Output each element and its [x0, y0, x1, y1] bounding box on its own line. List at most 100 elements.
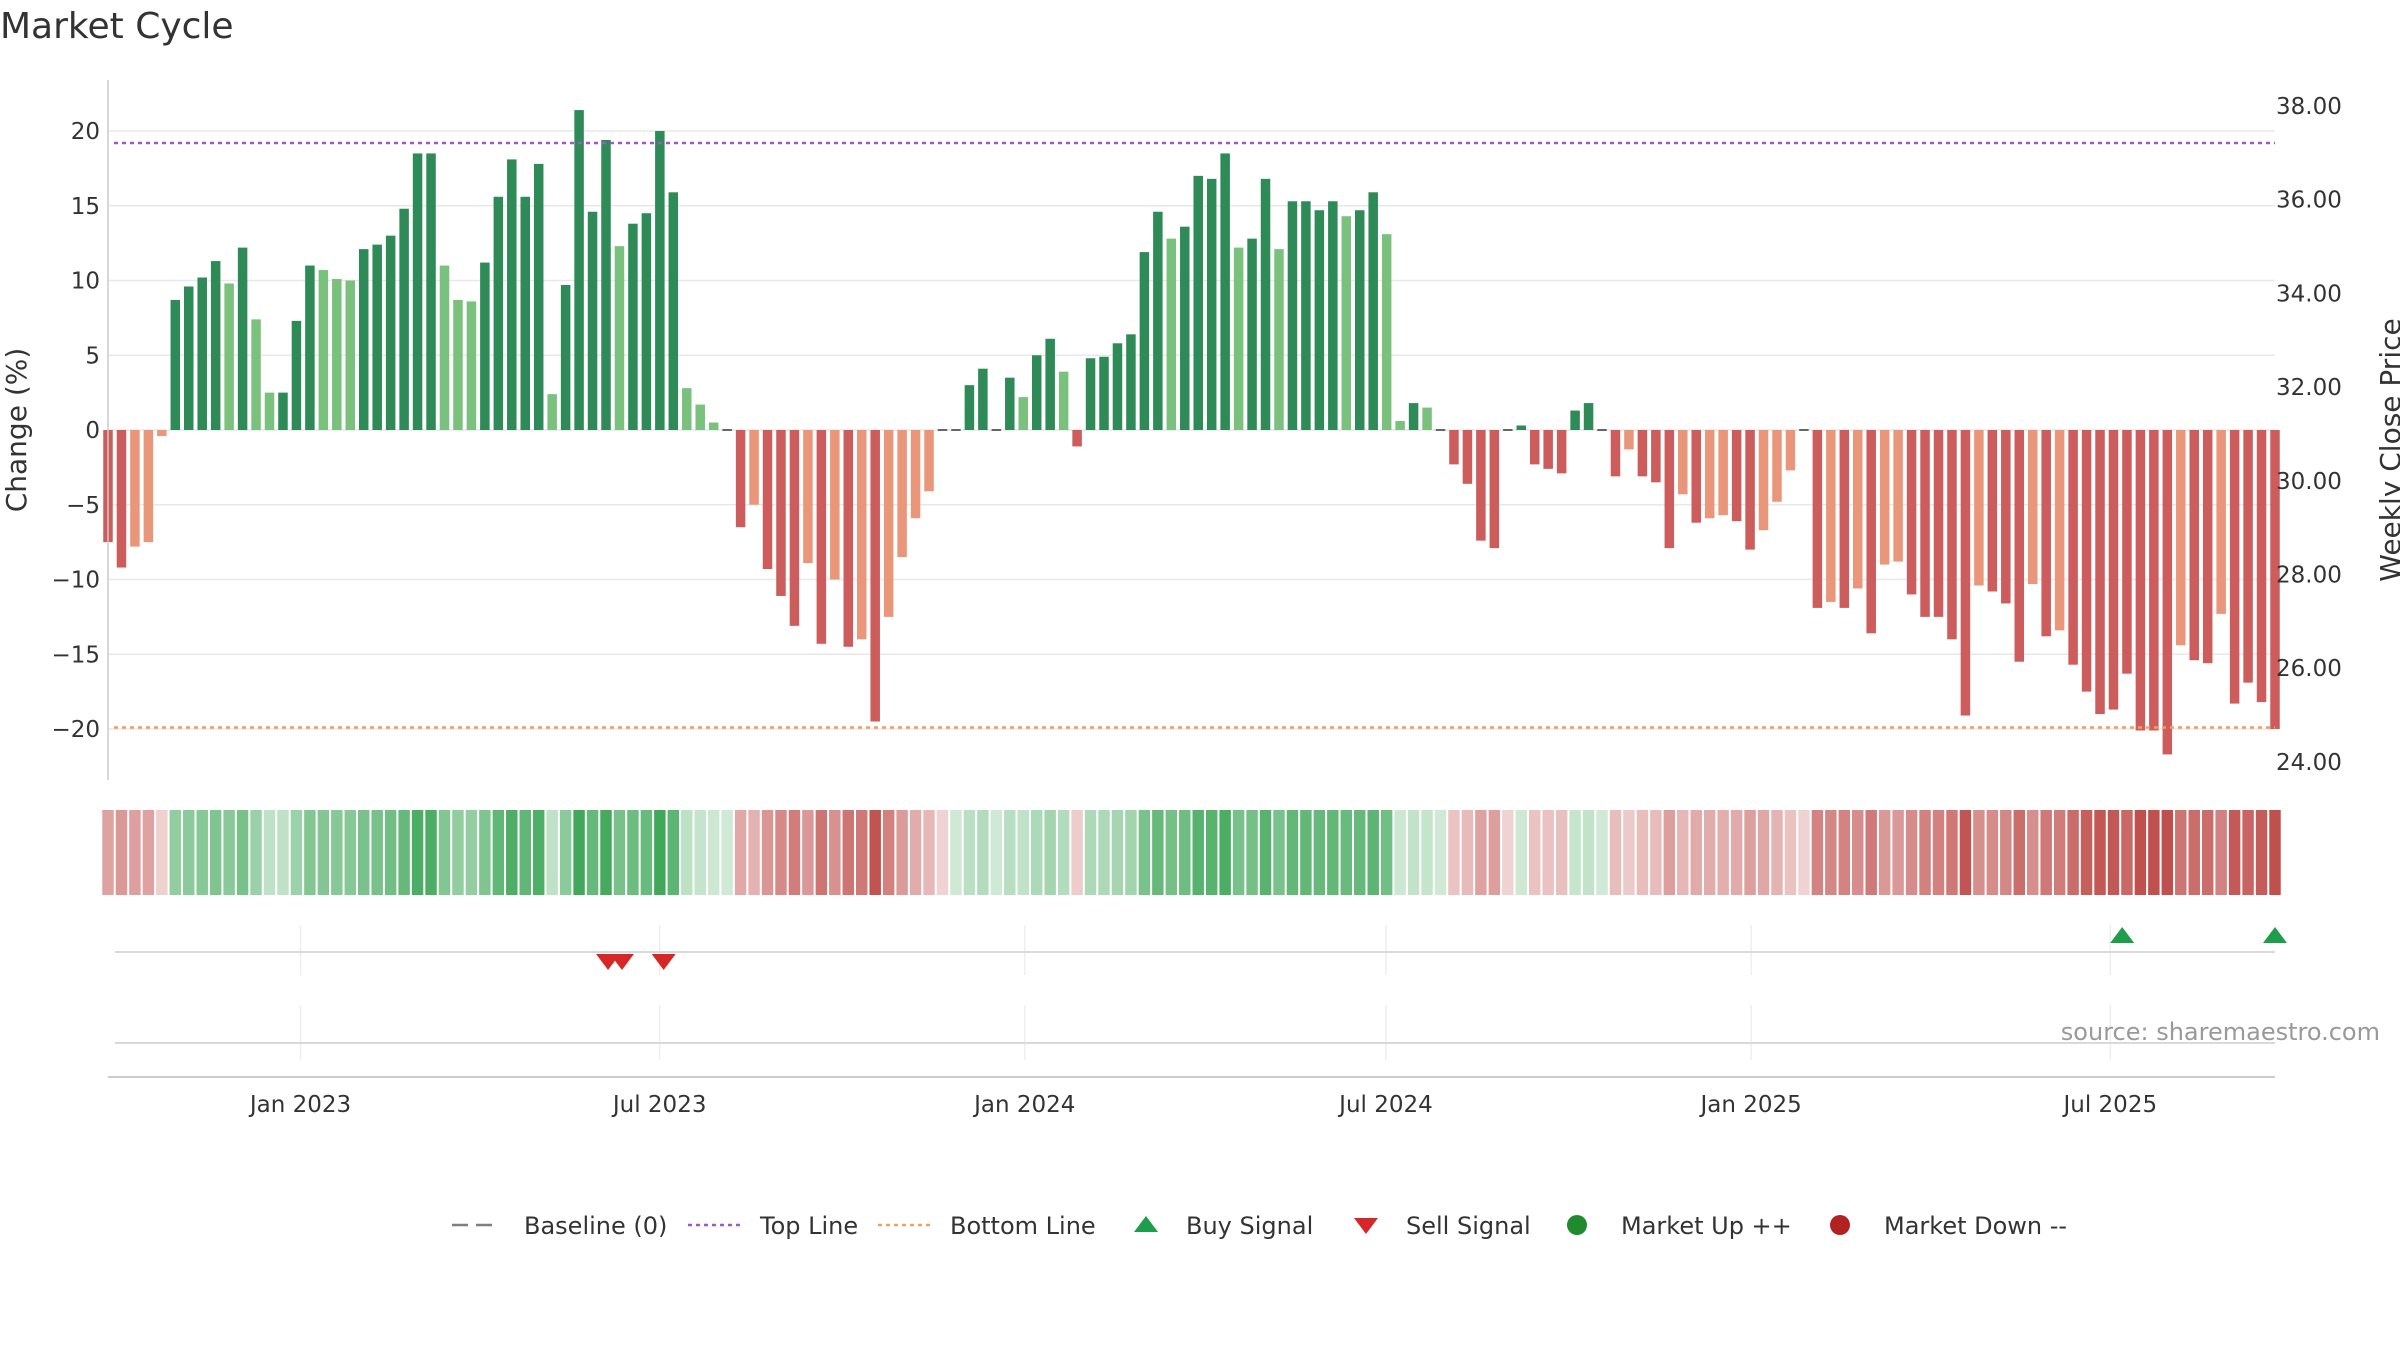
y-tick-label: −5 — [66, 493, 100, 519]
heat-cell — [1313, 810, 1326, 895]
heat-cell — [1677, 810, 1689, 895]
bar — [1583, 403, 1594, 430]
bar — [1866, 430, 1876, 634]
y2-tick-label: 30.00 — [2276, 469, 2342, 495]
legend-swatch — [1567, 1215, 1587, 1235]
bar — [493, 196, 504, 430]
heat-cell — [2053, 810, 2066, 895]
bar — [1745, 430, 1755, 550]
heat-cell — [1125, 810, 1137, 895]
heat-cell — [425, 810, 437, 895]
heat-cell — [2188, 810, 2200, 895]
heat-cell — [371, 810, 383, 895]
y-axis-label: Change (%) — [0, 348, 33, 513]
heat-cell — [1892, 810, 1904, 895]
heat-cell — [102, 810, 114, 895]
bar — [1960, 430, 1971, 716]
y2-tick-label: 32.00 — [2276, 375, 2342, 401]
heat-cell — [1919, 810, 1931, 895]
bar — [1220, 153, 1230, 431]
bar — [1489, 430, 1500, 549]
legend-label: Top Line — [759, 1212, 858, 1240]
bar — [2135, 430, 2146, 731]
heat-cell — [1246, 810, 1258, 895]
bar — [601, 139, 611, 430]
heat-cell — [1986, 810, 1999, 895]
bar — [1005, 377, 1015, 430]
heat-cell — [2080, 810, 2093, 895]
bar — [264, 392, 275, 430]
heat-cell — [1057, 810, 1070, 895]
bar — [870, 430, 880, 722]
heat-cell — [223, 810, 235, 895]
bar — [1153, 211, 1163, 430]
y2-tick-label: 34.00 — [2276, 281, 2342, 307]
bar — [856, 430, 867, 640]
heat-cell — [2040, 810, 2052, 895]
heat-cell — [1744, 810, 1756, 895]
heat-cell — [788, 810, 801, 895]
heat-cell — [2013, 810, 2025, 895]
bar — [130, 430, 140, 547]
x-tick-label: Jan 2025 — [1698, 1092, 1801, 1118]
bar — [170, 299, 181, 430]
heat-cell — [277, 810, 289, 895]
y-tick-label: −10 — [51, 568, 100, 594]
axes: 20 15 10 5 0 −5 −10 −15 −20 38.00 36.00 34.00 32.00 3… — [51, 80, 2342, 1118]
bar — [453, 299, 463, 430]
heat-cell — [2134, 810, 2147, 895]
bar — [1691, 430, 1701, 523]
bar — [1314, 210, 1325, 430]
heat-cell — [1865, 810, 1877, 895]
bar — [1408, 403, 1419, 430]
heat-cell — [613, 810, 626, 895]
sell-signal-marker — [609, 954, 634, 970]
heat-cell — [142, 810, 155, 895]
heat-cell — [1528, 810, 1541, 895]
heat-cell — [1273, 810, 1285, 895]
bar — [749, 430, 759, 505]
heat-cell — [1327, 810, 1339, 895]
bar — [1893, 430, 1903, 562]
bar — [1287, 201, 1298, 430]
heat-cell — [156, 810, 168, 895]
heat-cell — [411, 810, 424, 895]
heat-cell — [546, 810, 558, 895]
bar — [1301, 201, 1311, 430]
heat-cell — [1690, 810, 1702, 895]
bar — [897, 430, 907, 558]
bar — [1879, 430, 1890, 565]
heat-cell — [1542, 810, 1554, 895]
bar — [735, 430, 746, 528]
bar — [507, 159, 517, 430]
bar — [372, 244, 382, 430]
bar — [1354, 210, 1365, 430]
heat-cell — [438, 810, 451, 895]
bar — [2162, 430, 2173, 755]
heat-cell — [1730, 810, 1743, 895]
bar — [358, 249, 369, 430]
heat-cell — [1825, 810, 1837, 895]
bar — [251, 319, 261, 430]
y2-tick-label: 36.00 — [2276, 188, 2342, 214]
heat-cell — [398, 810, 410, 895]
bar — [2256, 430, 2267, 703]
y-tick-label: 15 — [71, 194, 100, 220]
heat-cell — [465, 810, 478, 895]
bar — [1529, 430, 1540, 465]
y-tick-label: 0 — [85, 418, 100, 444]
heat-cell — [2094, 810, 2106, 895]
bar — [2027, 430, 2038, 584]
sell-signal-marker — [651, 954, 676, 970]
heat-cell — [1488, 810, 1501, 895]
heat-cell — [2067, 810, 2079, 895]
heat-cell — [532, 810, 545, 895]
heat-cell — [573, 810, 585, 895]
bar — [197, 277, 207, 430]
heat-cell — [2242, 810, 2254, 895]
bar — [1274, 249, 1284, 430]
heat-cell — [1623, 810, 1635, 895]
heat-cell — [1421, 810, 1433, 895]
bar — [116, 430, 127, 568]
